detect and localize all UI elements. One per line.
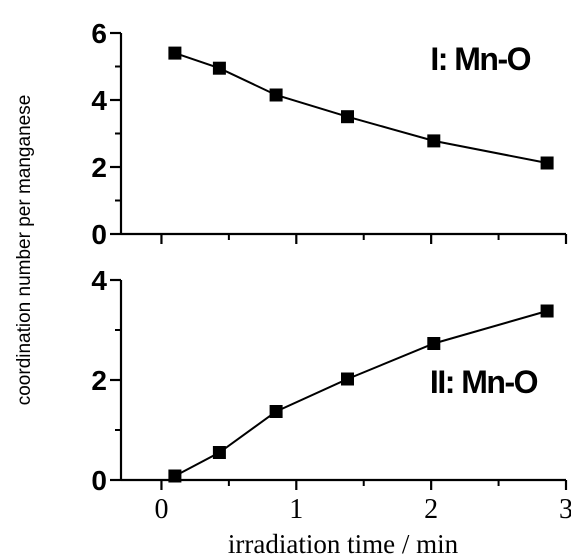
panel-bottom-data-point [212,446,226,459]
panel-top-y-tick-label: 0 [91,219,107,250]
panel-top-data-point [212,61,226,75]
panel-bottom-y-tick-label: 4 [91,265,107,296]
panel-top-series-line [174,52,548,164]
x-tick-label: 0 [154,494,168,525]
panel-bottom: 0 2 4 II: Mn-O [91,265,568,496]
panel-top-data-point [341,110,354,124]
panel-bottom-label: II: Mn-O [430,364,538,400]
panel-bottom-data-point [269,405,283,418]
panel-bottom-series-line [174,310,548,477]
panel-bottom-data-point [341,372,354,386]
panel-bottom-y-tick-label: 0 [91,465,107,496]
panel-top-label: I: Mn-O [430,41,530,77]
panel-bottom-series [168,304,554,483]
panel-bottom-y-tick-label: 2 [91,365,107,396]
panel-top-data-point [168,46,182,60]
panel-bottom-data-point [540,304,554,318]
panel-bottom-data-point [427,337,441,350]
panel-top-y-tick-label: 2 [91,152,107,183]
x-tick-label: 2 [424,494,438,525]
x-tick-label: 3 [559,494,571,525]
panel-top-data-point [540,156,554,170]
panel-top-series [168,46,554,170]
panel-bottom-data-point [168,469,182,483]
x-tick-label: 1 [289,494,303,525]
x-axis-title: irradiation time / min [228,529,459,558]
y-axis-title: coordination number per manganese [14,95,35,406]
panel-top-ticks: 0 2 4 6 [91,18,568,250]
panel-top-y-tick-label: 6 [91,18,107,49]
panel-top: 0 2 4 6 I: Mn-O [91,18,568,250]
panel-bottom-ticks: 0 2 4 [91,265,568,496]
panel-top-y-tick-label: 4 [91,85,107,116]
panel-top-data-point [427,134,441,148]
panel-top-data-point [269,88,283,102]
x-tick-labels: 0 1 2 3 [154,494,571,525]
